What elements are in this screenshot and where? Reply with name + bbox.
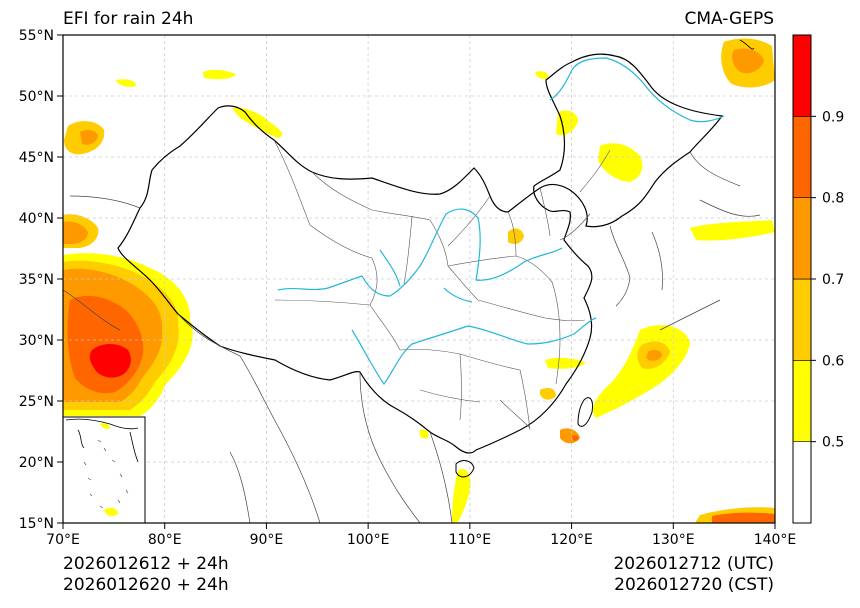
efi-region-northeast xyxy=(116,38,775,244)
map-title: EFI for rain 24h xyxy=(63,9,194,29)
colorbar-bin xyxy=(792,197,812,280)
colorbar-tick-label: 0.7 xyxy=(822,272,844,288)
south-china-sea-inset xyxy=(63,416,146,523)
efi-region-west xyxy=(63,121,193,416)
neighbour-borders xyxy=(63,151,761,523)
model-name: CMA-GEPS xyxy=(684,9,774,29)
colorbar-bin xyxy=(792,116,812,198)
taiwan-island xyxy=(577,397,593,427)
colorbar-tick-label: 0.9 xyxy=(822,109,844,125)
sakhalin-coast xyxy=(739,39,755,50)
lat-tick-label: 30°N xyxy=(19,333,54,349)
lon-tick-label: 100°E xyxy=(347,532,390,548)
lon-tick-label: 130°E xyxy=(652,532,695,548)
colorbar-tick-label: 0.5 xyxy=(822,435,844,451)
colorbar-bin xyxy=(792,441,812,524)
lon-tick-label: 80°E xyxy=(148,532,182,548)
efi-region-southeast xyxy=(419,325,775,523)
province-borders xyxy=(273,139,611,431)
lat-tick-label: 40°N xyxy=(19,211,54,227)
china-border xyxy=(117,53,724,454)
yellow-river xyxy=(277,208,563,297)
lat-tick-label: 45°N xyxy=(19,150,54,166)
hainan-island xyxy=(455,460,475,478)
longitude-ticks: 70°E 80°E 90°E 100°E 110°E 120°E 130°E 140°E xyxy=(46,523,796,548)
valid-time-cst: 2026012720 (CST) xyxy=(614,575,774,595)
colorbar-tick-label: 0.6 xyxy=(822,353,844,369)
colorbar-bin xyxy=(792,278,812,361)
lat-tick-label: 20°N xyxy=(19,455,54,471)
init-time-cst: 2026012620 + 24h xyxy=(63,575,229,595)
valid-time-utc: 2026012712 (UTC) xyxy=(613,554,774,574)
colorbar-tick-label: 0.8 xyxy=(822,191,844,207)
colorbar: 0.5 0.6 0.7 0.8 0.9 xyxy=(792,34,844,524)
lon-tick-label: 140°E xyxy=(754,532,797,548)
init-time-utc: 2026012612 + 24h xyxy=(63,554,229,574)
lat-tick-label: 50°N xyxy=(19,89,54,105)
lon-tick-label: 120°E xyxy=(550,532,593,548)
heilongjiang-river xyxy=(549,57,725,123)
colorbar-bin xyxy=(792,360,812,442)
yangtze-river xyxy=(351,317,597,386)
lat-tick-label: 55°N xyxy=(19,28,54,44)
lon-tick-label: 90°E xyxy=(250,532,284,548)
lon-tick-label: 70°E xyxy=(46,532,80,548)
colorbar-bin xyxy=(792,34,812,117)
lat-tick-label: 35°N xyxy=(19,272,54,288)
lat-tick-label: 25°N xyxy=(19,394,54,410)
lat-tick-label: 15°N xyxy=(19,516,54,532)
rivers xyxy=(277,57,725,386)
lon-tick-label: 110°E xyxy=(449,532,492,548)
latitude-ticks: 15°N 20°N 25°N 30°N 35°N 40°N 45°N 50°N 55°N xyxy=(19,28,63,532)
